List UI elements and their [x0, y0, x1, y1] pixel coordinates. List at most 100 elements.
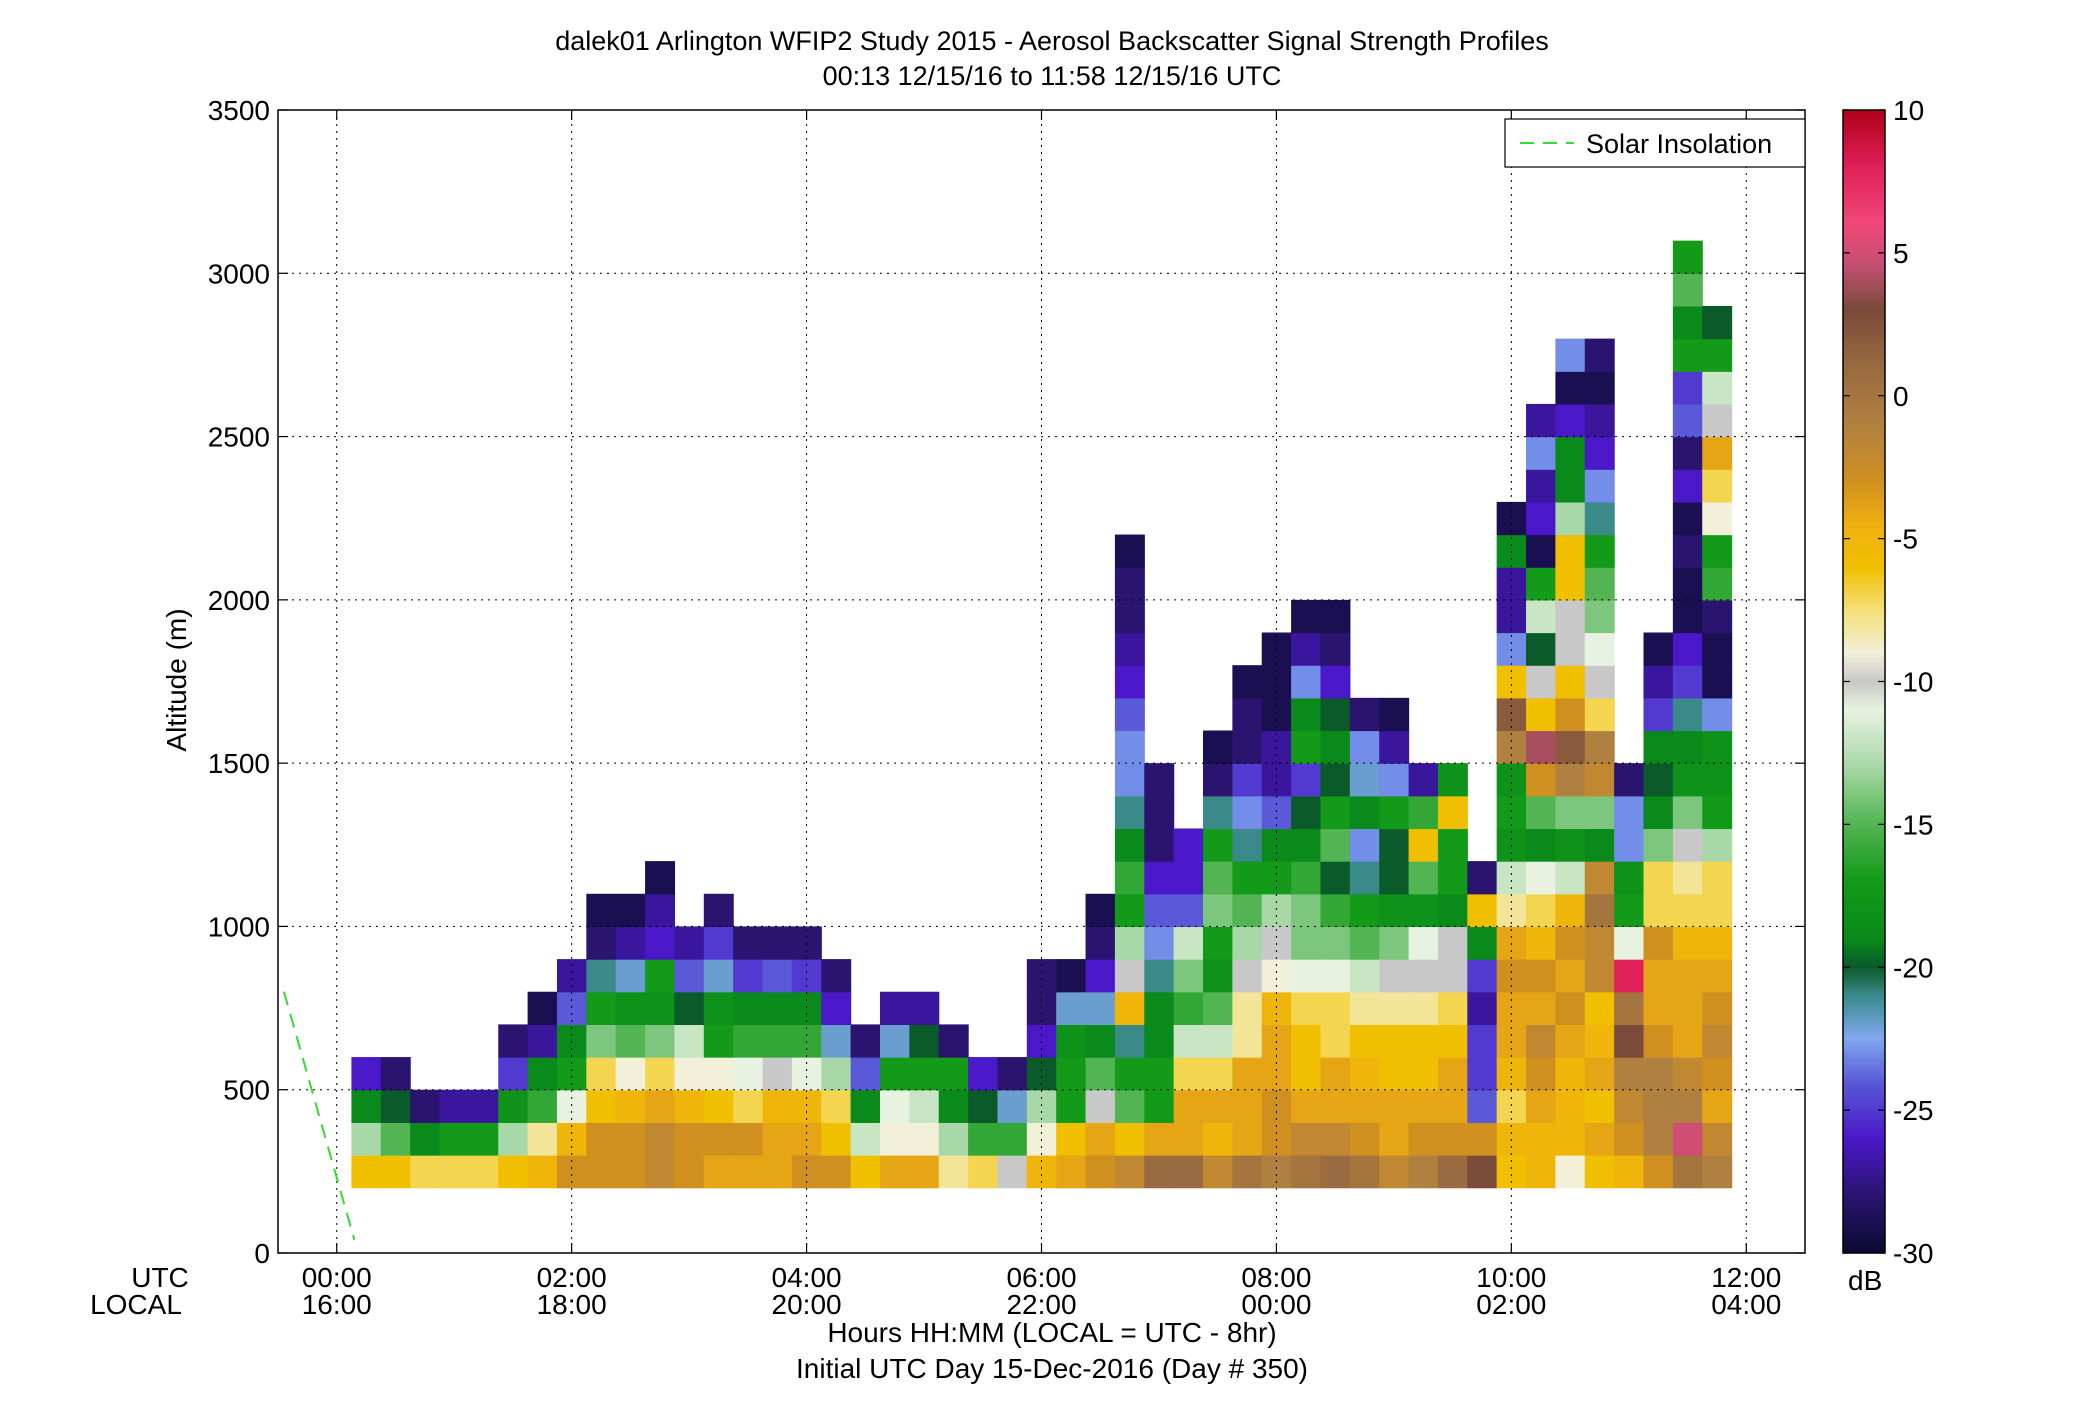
- heatmap-cell-34-2: [1349, 1089, 1380, 1123]
- heatmap-cell-40-4: [1526, 1024, 1556, 1058]
- heatmap-cell-34-14: [1349, 697, 1380, 732]
- heatmap-cell-42-4: [1584, 1024, 1615, 1058]
- heatmap-cell-29-2: [1203, 1089, 1233, 1123]
- heatmap-cell-40-12: [1526, 763, 1556, 797]
- heatmap-cell-30-12: [1232, 763, 1263, 797]
- heatmap-cell-31-2: [1261, 1089, 1292, 1123]
- heatmap-cell-39-14: [1496, 697, 1527, 732]
- heatmap-cell-45-24: [1672, 371, 1703, 405]
- x-tick-label-local-6: 04:00: [1711, 1289, 1781, 1320]
- heatmap-cell-6-2: [527, 1089, 558, 1123]
- heatmap-cell-12-8: [703, 893, 734, 928]
- heatmap-cell-33-4: [1320, 1024, 1351, 1058]
- heatmap-cell-14-4: [762, 1024, 793, 1058]
- heatmap-cell-20-2: [938, 1089, 969, 1123]
- heatmap-cell-13-2: [733, 1089, 764, 1123]
- heatmap-cell-10-2: [645, 1089, 676, 1123]
- heatmap-cell-30-9: [1232, 861, 1263, 895]
- heatmap-cell-42-14: [1584, 697, 1615, 732]
- heatmap-cell-20-3: [938, 1057, 969, 1091]
- heatmap-cell-26-14: [1114, 697, 1145, 732]
- heatmap-cell-26-5: [1114, 991, 1145, 1025]
- heatmap-cell-6-1: [527, 1122, 558, 1156]
- heatmap-cell-37-5: [1437, 991, 1468, 1025]
- heatmap-cells: [351, 240, 1733, 1189]
- heatmap-cell-27-10: [1144, 828, 1175, 862]
- heatmap-cell-7-5: [556, 991, 587, 1025]
- heatmap-cell-38-7: [1467, 926, 1498, 960]
- heatmap-cell-8-2: [586, 1089, 617, 1123]
- heatmap-cell-43-6: [1614, 959, 1645, 993]
- heatmap-cell-42-7: [1584, 926, 1615, 960]
- heatmap-cell-42-12: [1584, 763, 1615, 797]
- heatmap-cell-31-8: [1261, 893, 1292, 928]
- heatmap-cell-39-20: [1496, 501, 1527, 536]
- heatmap-cell-42-19: [1584, 534, 1615, 568]
- heatmap-cell-45-20: [1672, 501, 1703, 536]
- heatmap-cell-27-1: [1144, 1122, 1175, 1156]
- heatmap-cell-44-3: [1643, 1057, 1674, 1091]
- heatmap-cell-30-13: [1232, 730, 1263, 764]
- heatmap-cell-42-21: [1584, 469, 1615, 503]
- heatmap-cell-1-2: [380, 1089, 411, 1123]
- x-axis-label: Hours HH:MM (LOCAL = UTC - 8hr): [827, 1317, 1276, 1348]
- heatmap-cell-16-3: [821, 1057, 852, 1091]
- heatmap-cell-10-8: [645, 893, 676, 928]
- heatmap-cell-41-16: [1555, 632, 1586, 666]
- heatmap-cell-11-5: [674, 991, 705, 1025]
- heatmap-cell-40-21: [1526, 469, 1556, 503]
- heatmap-cell-41-10: [1555, 828, 1586, 862]
- heatmap-cell-26-7: [1114, 926, 1145, 960]
- heatmap-cell-9-3: [615, 1057, 646, 1091]
- heatmap-cell-42-1: [1584, 1122, 1615, 1156]
- heatmap-cell-13-7: [733, 926, 764, 960]
- x-tick-label-local-0: 16:00: [302, 1289, 372, 1320]
- heatmap-cell-45-6: [1672, 959, 1703, 993]
- heatmap-cell-46-1: [1702, 1122, 1733, 1156]
- heatmap-cell-37-7: [1437, 926, 1468, 960]
- heatmap-cell-44-11: [1643, 795, 1674, 830]
- heatmap-cell-43-9: [1614, 861, 1645, 895]
- heatmap-cell-14-3: [762, 1057, 793, 1091]
- heatmap-cell-5-1: [498, 1122, 529, 1156]
- heatmap-cell-26-19: [1114, 534, 1145, 568]
- heatmap-cell-37-3: [1437, 1057, 1468, 1091]
- heatmap-cell-33-5: [1320, 991, 1351, 1025]
- heatmap-cell-41-4: [1555, 1024, 1586, 1058]
- heatmap-cell-30-10: [1232, 828, 1263, 862]
- heatmap-cell-40-8: [1526, 893, 1556, 928]
- heatmap-cell-38-3: [1467, 1057, 1498, 1091]
- heatmap-cell-32-10: [1291, 828, 1322, 862]
- heatmap-cell-40-22: [1526, 436, 1556, 470]
- heatmap-cell-44-0: [1643, 1155, 1674, 1189]
- heatmap-cell-31-11: [1261, 795, 1292, 830]
- heatmap-cell-11-1: [674, 1122, 705, 1156]
- x-axis-local-row-label: LOCAL: [90, 1289, 182, 1320]
- heatmap-cell-38-5: [1467, 991, 1498, 1025]
- colorbar-tick-label-3: -5: [1893, 524, 1918, 555]
- heatmap-cell-5-2: [498, 1089, 529, 1123]
- heatmap-cell-24-3: [1056, 1057, 1087, 1091]
- heatmap-cell-26-18: [1114, 567, 1145, 601]
- heatmap-cell-8-5: [586, 991, 617, 1025]
- heatmap-cell-30-11: [1232, 795, 1263, 830]
- heatmap-cell-33-8: [1320, 893, 1351, 928]
- heatmap-cell-22-1: [997, 1122, 1028, 1156]
- heatmap-cell-46-8: [1702, 893, 1733, 928]
- heatmap-cell-33-6: [1320, 959, 1351, 993]
- heatmap-cell-27-12: [1144, 763, 1175, 797]
- heatmap-cell-32-4: [1291, 1024, 1322, 1058]
- heatmap-cell-33-15: [1320, 665, 1351, 699]
- heatmap-cell-44-5: [1643, 991, 1674, 1025]
- heatmap-cell-34-12: [1349, 763, 1380, 797]
- heatmap-cell-33-16: [1320, 632, 1351, 666]
- heatmap-cell-35-10: [1379, 828, 1410, 862]
- heatmap-cell-26-6: [1114, 959, 1145, 993]
- heatmap-cell-24-4: [1056, 1024, 1087, 1058]
- heatmap-cell-35-3: [1379, 1057, 1410, 1091]
- heatmap-cell-46-26: [1702, 305, 1733, 340]
- heatmap-cell-45-25: [1672, 338, 1703, 372]
- heatmap-cell-35-8: [1379, 893, 1410, 928]
- heatmap-cell-34-11: [1349, 795, 1380, 830]
- heatmap-cell-46-21: [1702, 469, 1733, 503]
